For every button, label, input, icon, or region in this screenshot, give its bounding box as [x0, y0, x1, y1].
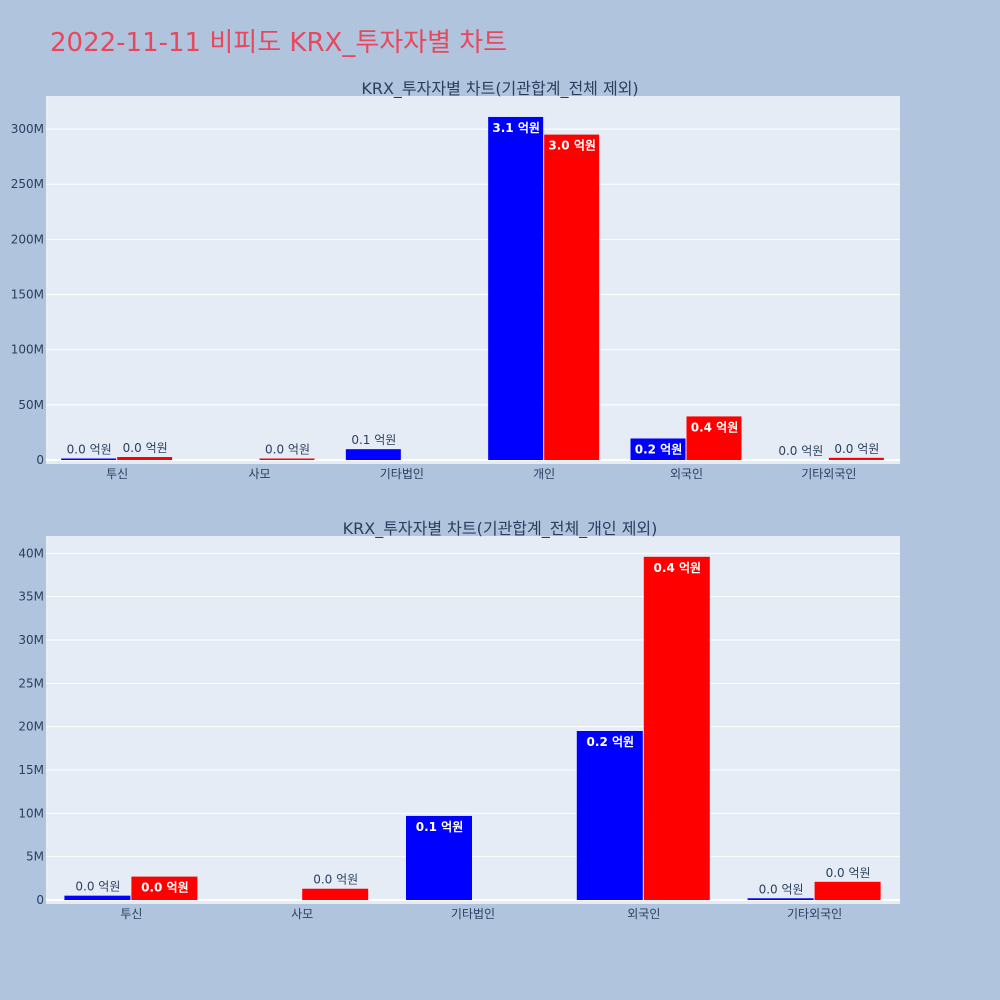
y-tick-label: 35M	[18, 590, 44, 604]
y-tick-label: 15M	[18, 763, 44, 777]
bar-sell	[259, 458, 315, 460]
data-label: 0.0 억원	[67, 443, 112, 457]
y-tick-label: 40M	[18, 546, 44, 560]
chart-title-top: KRX_투자자별 차트(기관합계_전체 제외)	[361, 79, 638, 99]
x-tick-label: 개인	[533, 467, 555, 481]
data-label: 0.0 억원	[313, 873, 358, 887]
data-label: 0.0 억원	[834, 442, 879, 456]
bar-buy	[345, 449, 401, 460]
data-label: 0.0 억원	[265, 443, 310, 457]
x-tick-label: 기타법인	[451, 907, 495, 921]
bar-sell	[643, 556, 710, 900]
y-tick-label: 25M	[18, 676, 44, 690]
data-label: 0.0 억원	[123, 441, 168, 455]
bar-buy	[576, 731, 643, 900]
bar-buy	[64, 895, 131, 900]
data-label: 0.0 억원	[75, 880, 120, 894]
bar-buy	[747, 898, 814, 900]
data-label: 3.0 억원	[548, 139, 596, 153]
bar-sell	[686, 416, 742, 460]
bar-buy	[406, 815, 472, 900]
plot-area-top	[46, 96, 900, 464]
x-tick-label: 외국인	[627, 907, 660, 921]
x-tick-label: 사모	[248, 467, 270, 481]
y-tick-label: 50M	[18, 398, 44, 412]
data-label: 0.1 억원	[351, 433, 396, 447]
x-tick-label: 사모	[291, 907, 313, 921]
x-tick-label: 기타법인	[380, 467, 424, 481]
data-label: 0.0 억원	[141, 881, 189, 895]
y-tick-label: 10M	[18, 806, 44, 820]
bar-sell	[302, 888, 369, 900]
bar-sell	[544, 134, 600, 460]
y-tick-label: 0	[36, 893, 44, 907]
bar-buy	[61, 458, 117, 460]
bar-buy	[488, 116, 544, 460]
bar-buy	[630, 438, 686, 460]
chart-top: KRX_투자자별 차트(기관합계_전체 제외) 0 50M 100M 150M 200M 2…	[11, 79, 900, 481]
y-tick-label: 0	[36, 453, 44, 467]
bar-sell	[131, 876, 198, 900]
data-label: 0.2 억원	[587, 735, 635, 749]
bar-sell	[828, 457, 884, 460]
bar-sell	[814, 881, 881, 900]
data-label: 0.0 억원	[759, 882, 804, 896]
y-tick-label: 200M	[11, 232, 44, 246]
data-label: 0.0 억원	[778, 444, 823, 458]
y-tick-label: 5M	[26, 850, 44, 864]
chart-title-bottom: KRX_투자자별 차트(기관합계_전체_개인 제외)	[343, 519, 658, 539]
x-tick-label: 투신	[106, 467, 128, 481]
data-label: 0.4 억원	[654, 561, 702, 575]
y-tick-label: 20M	[18, 720, 44, 734]
page-title: 2022-11-11 비피도 KRX_투자자별 차트	[50, 28, 508, 58]
x-tick-label: 투신	[120, 907, 142, 921]
data-label: 3.1 억원	[492, 121, 540, 135]
bar-sell	[117, 457, 173, 460]
y-tick-label: 150M	[11, 288, 44, 302]
data-label: 0.1 억원	[416, 820, 464, 834]
y-tick-label: 300M	[11, 122, 44, 136]
data-label: 0.0 억원	[826, 866, 871, 880]
x-tick-label: 기타외국인	[801, 467, 856, 481]
data-label: 0.2 억원	[635, 442, 683, 456]
plot-area-bottom	[46, 536, 900, 904]
data-label: 0.4 억원	[691, 420, 739, 434]
x-tick-label: 외국인	[670, 467, 703, 481]
y-tick-label: 250M	[11, 177, 44, 191]
x-tick-label: 기타외국인	[787, 907, 842, 921]
y-tick-label: 30M	[18, 633, 44, 647]
y-tick-label: 100M	[11, 343, 44, 357]
